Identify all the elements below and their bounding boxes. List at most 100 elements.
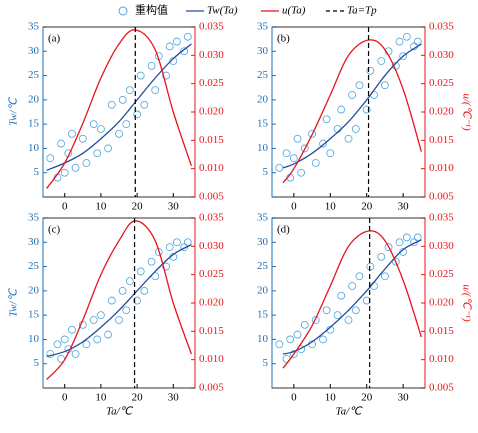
scatter-point <box>169 57 178 65</box>
y-tick-label: 35 <box>257 212 269 224</box>
scatter-point <box>89 316 98 324</box>
panel-label: (c) <box>48 224 61 236</box>
y-tick-label: 20 <box>28 93 40 105</box>
scatter-point <box>122 120 131 129</box>
y-tick-label: 25 <box>257 260 269 272</box>
legend-label: Tw(Ta) <box>207 5 238 17</box>
scatter-point <box>68 325 76 334</box>
y2-tick-label: 0.030 <box>199 49 224 61</box>
scatter-point <box>133 110 141 119</box>
legend-label: 重构值 <box>135 3 168 17</box>
y2-tick-label: 0.035 <box>429 21 454 33</box>
y-tick-label: 35 <box>28 212 40 224</box>
scatter-point <box>165 42 174 51</box>
scatter-point <box>344 134 353 143</box>
scatter-point <box>147 257 156 266</box>
scatter-point <box>319 335 327 344</box>
y2-tick-label: 0.005 <box>429 191 454 203</box>
scatter-point <box>104 330 113 339</box>
red-curve <box>282 230 422 369</box>
y-tick-label: 25 <box>28 69 40 81</box>
legend-marker <box>118 6 128 16</box>
y-tick-label: 25 <box>28 260 40 272</box>
scatter-point <box>115 316 123 324</box>
scatter-point <box>319 139 327 148</box>
y-tick-label: 35 <box>257 21 269 33</box>
x-tick-label: 10 <box>325 392 337 404</box>
y-tick-label: 20 <box>28 284 40 296</box>
scatter-point <box>355 272 364 281</box>
y-tick-label: 10 <box>28 142 40 154</box>
scatter-point <box>395 37 404 46</box>
y-tick-label: 5 <box>34 166 40 178</box>
scatter-point <box>93 149 102 158</box>
scatter-point <box>399 52 408 61</box>
scatter-point <box>107 296 116 305</box>
y-tick-label: 10 <box>257 333 269 345</box>
scatter-point <box>162 262 170 271</box>
scatter-point <box>348 91 357 99</box>
y-tick-label: 5 <box>263 166 269 178</box>
blue-curve <box>282 239 422 355</box>
scatter-point <box>311 316 320 324</box>
scatter-point <box>351 125 360 133</box>
scatter-point <box>351 306 360 315</box>
y2-tick-label: 0.015 <box>429 325 454 337</box>
scatter-point <box>140 286 149 295</box>
scatter-point <box>97 311 105 320</box>
scatter-point <box>377 252 386 261</box>
scatter-point <box>46 154 55 163</box>
x-tick-label: 30 <box>398 201 410 213</box>
y-tick-label: 30 <box>28 45 40 57</box>
x-tick-label: 30 <box>168 392 180 404</box>
panel-label: (d) <box>277 224 290 236</box>
scatter-point <box>362 105 371 114</box>
y2-tick-label: 0.025 <box>429 77 454 89</box>
y2-tick-label: 0.010 <box>429 162 454 174</box>
scatter-point <box>136 267 145 276</box>
scatter-point <box>78 134 87 143</box>
y-tick-label: 10 <box>28 333 40 345</box>
x-axis-label: Ta/℃ <box>106 406 134 418</box>
y-tick-label: 20 <box>257 93 269 105</box>
y2-tick-label: 0.030 <box>199 240 224 252</box>
y-tick-label: 15 <box>28 309 40 321</box>
scatter-point <box>118 286 127 295</box>
x-tick-label: 0 <box>291 201 297 213</box>
y-tick-label: 25 <box>257 69 269 81</box>
scatter-point <box>337 291 346 300</box>
y-tick-label: 30 <box>257 45 269 57</box>
scatter-point <box>311 159 320 167</box>
x-axis-label: Ta/℃ <box>335 406 363 418</box>
scatter-point <box>57 139 65 148</box>
y2-tick-label: 0.025 <box>429 268 454 280</box>
x-tick-label: 0 <box>62 392 68 404</box>
x-tick-label: 10 <box>325 201 337 213</box>
y-tick-label: 15 <box>28 118 40 130</box>
scatter-point <box>46 350 55 358</box>
scatter-point <box>391 257 400 266</box>
scatter-point <box>344 316 353 324</box>
scatter-point <box>297 168 306 177</box>
y-tick-label: 10 <box>257 142 269 154</box>
scatter-point <box>337 105 346 114</box>
y2-tick-label: 0.020 <box>429 297 454 309</box>
x-tick-label: 10 <box>95 201 107 213</box>
scatter-point <box>97 125 105 133</box>
scatter-point <box>348 282 357 290</box>
panel-label: (b) <box>277 33 290 45</box>
scatter-point <box>60 335 69 344</box>
y-tick-label: 15 <box>257 118 269 130</box>
y2-tick-label: 0.020 <box>429 106 454 118</box>
x-tick-label: 0 <box>62 201 68 213</box>
y2-tick-label: 0.030 <box>429 240 454 252</box>
x-tick-label: 0 <box>291 392 297 404</box>
scatter-point <box>395 238 404 247</box>
scatter-point <box>151 272 160 281</box>
legend-label: u(Ta) <box>282 5 306 17</box>
y2-tick-label: 0.010 <box>199 353 224 365</box>
scatter-point <box>136 71 145 80</box>
x-tick-label: 20 <box>132 201 144 213</box>
scatter-point <box>60 168 69 177</box>
